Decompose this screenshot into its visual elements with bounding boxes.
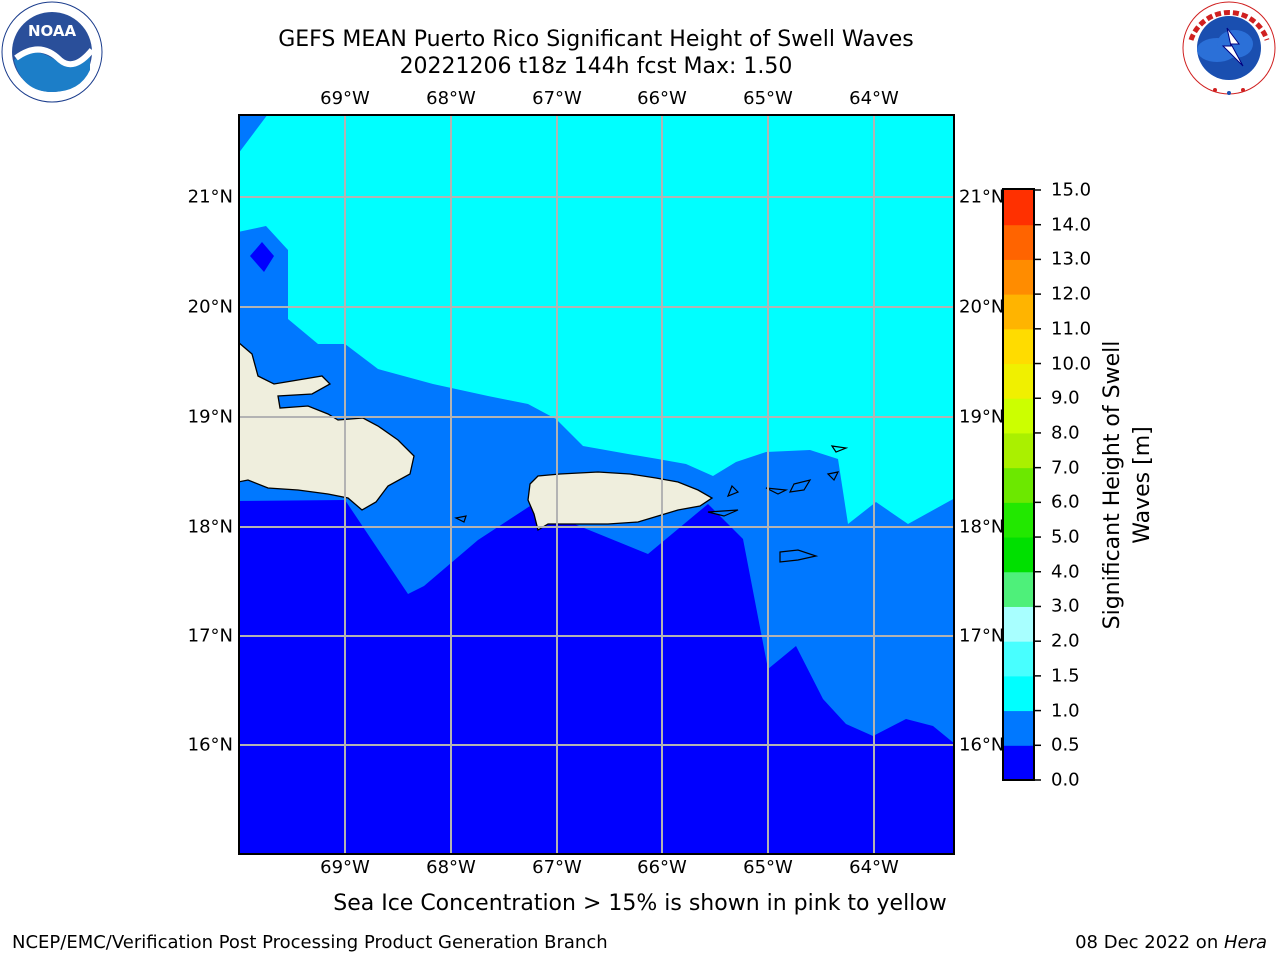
colorbar-swatch: [1004, 363, 1034, 399]
colorbar-swatch: [1004, 745, 1034, 781]
footer-date-text: 08 Dec 2022 on: [1075, 932, 1224, 953]
lat-label-right: 17°N: [959, 625, 1005, 647]
nws-logo: [1182, 1, 1276, 95]
colorbar-swatch: [1004, 467, 1034, 503]
colorbar-swatch: [1004, 675, 1034, 712]
lon-label-bottom: 64°W: [849, 857, 899, 878]
lat-label-right: 19°N: [959, 406, 1005, 428]
lon-label-top: 68°W: [426, 88, 476, 109]
colorbar: [1002, 188, 1041, 781]
colorbar-tick-label: 2.0: [1051, 630, 1080, 652]
colorbar-tick-label: 15.0: [1051, 179, 1092, 201]
chart-title: GEFS MEAN Puerto Rico Significant Height…: [278, 27, 914, 52]
swell-band-1.0-1.5: [238, 114, 955, 524]
lat-label-left: 20°N: [187, 296, 233, 318]
colorbar-tick-label: 1.5: [1051, 665, 1080, 687]
colorbar-tick-label: 13.0: [1051, 248, 1092, 270]
colorbar-tick-label: 6.0: [1051, 491, 1080, 513]
colorbar-tick-label: 9.0: [1051, 387, 1080, 409]
colorbar-tick-label: 8.0: [1051, 422, 1080, 444]
colorbar-tick-label: 7.0: [1051, 457, 1080, 479]
colorbar-tick-label: 1.0: [1051, 700, 1080, 722]
footer-date: 08 Dec 2022 on Hera: [1075, 932, 1267, 953]
colorbar-swatch: [1004, 571, 1034, 607]
puerto-rico-land: [527, 471, 714, 532]
colorbar-swatch: [1004, 537, 1034, 573]
colorbar-label: Significant Height of Swell Waves [m]: [1100, 340, 1155, 630]
lon-label-bottom: 67°W: [532, 857, 582, 878]
map-panel: [238, 114, 955, 855]
virgin-islands: [454, 445, 849, 563]
lat-label-left: 16°N: [187, 734, 233, 756]
colorbar-tick-label: 5.0: [1051, 526, 1080, 548]
hispaniola-land: [238, 341, 415, 511]
swell-band-0.0-0.5-patch: [250, 242, 274, 272]
noaa-logo: NOAA: [1, 1, 103, 103]
colorbar-tick-label: 4.0: [1051, 561, 1080, 583]
footer-credit: NCEP/EMC/Verification Post Processing Pr…: [12, 932, 608, 953]
lat-label-right: 18°N: [959, 516, 1005, 538]
lat-label-right: 20°N: [959, 296, 1005, 318]
lon-label-top: 64°W: [849, 88, 899, 109]
colorbar-swatch: [1004, 190, 1034, 226]
lon-label-bottom: 68°W: [426, 857, 476, 878]
colorbar-tick-label: 10.0: [1051, 353, 1092, 375]
chart-subtitle: 20221206 t18z 144h fcst Max: 1.50: [399, 54, 793, 79]
lon-label-top: 69°W: [320, 88, 370, 109]
colorbar-swatch: [1004, 502, 1034, 538]
sea-ice-note: Sea Ice Concentration > 15% is shown in …: [333, 891, 947, 916]
colorbar-swatch: [1004, 328, 1034, 365]
lat-label-right: 21°N: [959, 186, 1005, 208]
colorbar-swatch: [1004, 432, 1034, 469]
lon-label-bottom: 65°W: [743, 857, 793, 878]
colorbar-swatch: [1004, 224, 1034, 260]
footer-machine: Hera: [1223, 932, 1267, 953]
colorbar-swatch: [1004, 259, 1034, 295]
colorbar-swatch: [1004, 606, 1034, 642]
colorbar-tick-label: 0.5: [1051, 734, 1080, 756]
lon-label-top: 65°W: [743, 88, 793, 109]
lat-label-right: 16°N: [959, 734, 1005, 756]
colorbar-tick-label: 14.0: [1051, 214, 1092, 236]
colorbar-swatch: [1004, 710, 1034, 746]
colorbar-swatch: [1004, 398, 1034, 434]
lat-label-left: 19°N: [187, 406, 233, 428]
lon-label-top: 67°W: [532, 88, 582, 109]
noaa-wordmark: NOAA: [28, 22, 77, 40]
colorbar-tick-label: 11.0: [1051, 318, 1092, 340]
map-grid: [238, 114, 955, 855]
lon-label-bottom: 69°W: [320, 857, 370, 878]
colorbar-tick-label: 0.0: [1051, 769, 1080, 791]
lat-label-left: 17°N: [187, 625, 233, 647]
colorbar-tick-label: 12.0: [1051, 283, 1092, 305]
lat-label-left: 21°N: [187, 186, 233, 208]
lon-label-top: 66°W: [637, 88, 687, 109]
lat-label-left: 18°N: [187, 516, 233, 538]
colorbar-tick-label: 3.0: [1051, 595, 1080, 617]
lon-label-bottom: 66°W: [637, 857, 687, 878]
colorbar-swatch: [1004, 294, 1034, 330]
map-frame: [238, 114, 955, 855]
colorbar-swatch: [1004, 641, 1034, 677]
